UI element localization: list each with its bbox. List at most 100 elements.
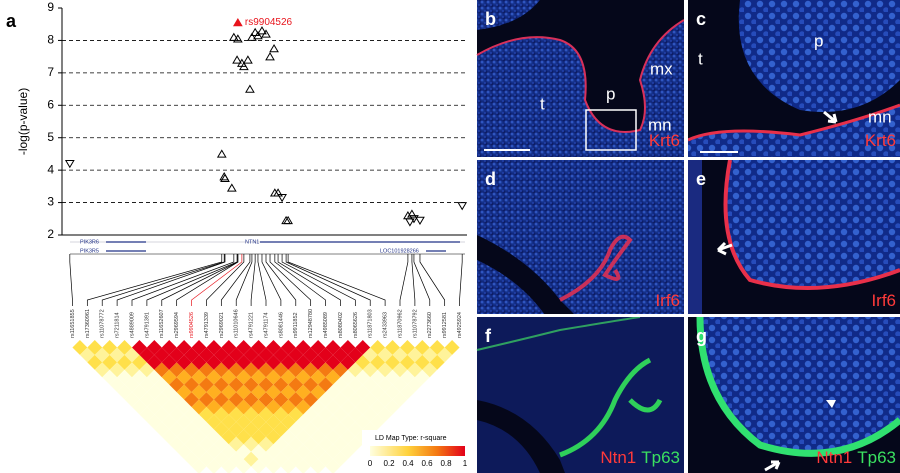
ld-cell [124, 392, 140, 407]
snp-label: rs2969594 [174, 312, 180, 338]
ld-cell [146, 354, 162, 370]
ld-cell [414, 354, 430, 370]
snp-connector [176, 254, 239, 306]
ld-cell [333, 407, 348, 422]
ld-cell [199, 436, 214, 452]
epithelium [559, 234, 633, 302]
ld-cell [139, 392, 155, 407]
ld-cell [184, 451, 199, 467]
snp-label: rs9912581 [442, 312, 448, 338]
ld-cell [347, 407, 363, 422]
epithelium [696, 316, 900, 457]
ld-cell [266, 354, 281, 370]
cavity [477, 0, 684, 132]
cavity [477, 400, 565, 473]
ld-cell [333, 392, 348, 407]
ld-cell [184, 436, 199, 452]
ld-cell [191, 384, 207, 400]
ld-cell [199, 421, 214, 437]
micrograph-e [688, 159, 900, 315]
ld-cell [124, 377, 140, 393]
ld-cell [370, 340, 386, 355]
snp-connector [265, 254, 297, 306]
tissue-label: p [606, 84, 615, 103]
stain-name: Krt6 [649, 131, 680, 150]
snp-label: rs9911852 [293, 312, 299, 338]
snp-label: rs4925924 [457, 312, 463, 338]
ld-cell [191, 459, 207, 473]
snp-label: rs11078772 [100, 309, 106, 338]
ld-cell [117, 340, 132, 355]
epithelium [723, 159, 900, 290]
ld-cell [310, 429, 326, 445]
ld-cell [169, 421, 185, 437]
ld-cell [191, 414, 207, 430]
snp-label: rs8081446 [278, 312, 284, 338]
snp-connector [69, 254, 73, 306]
y-tick-label: 5 [47, 130, 54, 144]
ld-cell [146, 399, 162, 415]
ld-cell [213, 377, 229, 393]
ld-cell [191, 369, 207, 385]
divider [684, 0, 688, 473]
data-point [64, 159, 75, 169]
snp-connector [235, 254, 253, 306]
ld-cell [161, 340, 177, 355]
stain-label: Ntn1 Tp63 [600, 448, 680, 467]
ld-cell [161, 429, 177, 445]
snp-label: rs11078792 [412, 309, 418, 338]
ld-cell [132, 384, 147, 400]
ld-cell [169, 347, 185, 363]
y-tick-label: 8 [47, 33, 54, 47]
ld-cell [280, 414, 296, 430]
ld-cell [184, 392, 199, 407]
snp-connector [131, 254, 235, 306]
snp-connector [411, 254, 416, 306]
ld-cell [206, 414, 222, 430]
stain-name: Ntn1 [600, 448, 636, 467]
ld-cell [310, 399, 326, 415]
inset-box [585, 109, 637, 151]
snp-label: rs8080402 [338, 312, 344, 338]
snp-connector [277, 254, 341, 306]
panel-letter: d [485, 169, 496, 189]
snp-label: rs2433963 [383, 312, 389, 338]
data-point [232, 34, 243, 43]
ld-cell [199, 392, 214, 407]
ld-cell [161, 384, 177, 400]
snp-label: rs11870962 [397, 309, 403, 338]
ld-cell [347, 347, 363, 363]
snp-connector [419, 254, 446, 306]
ld-cell [280, 369, 296, 385]
snp-connector [257, 254, 267, 306]
ld-cell [236, 444, 252, 460]
palate [700, 317, 900, 454]
snp-label: rs17360961 [85, 309, 91, 338]
ld-cell [407, 377, 423, 393]
ld-cell [310, 340, 326, 355]
tissue-label: t [698, 49, 703, 68]
ld-cell [117, 384, 132, 400]
ld-cell [176, 384, 192, 400]
ld-cell [236, 429, 252, 445]
ld-cell [146, 384, 162, 400]
snp-connector [399, 254, 409, 306]
ld-cell [139, 377, 155, 393]
ld-cell [184, 407, 199, 422]
y-tick-label: 9 [47, 0, 54, 14]
arrowhead [826, 400, 836, 408]
data-point [407, 209, 417, 218]
ld-cell [429, 340, 445, 355]
ld-cell [347, 436, 363, 452]
stain-label: Krt6 [649, 131, 680, 150]
ld-cell [295, 354, 311, 370]
snp-connector [285, 254, 371, 306]
ld-cell [132, 340, 147, 355]
snp-connector [274, 254, 326, 306]
stain-name: Tp63 [641, 448, 680, 467]
ld-cell [295, 384, 311, 400]
data-point [250, 27, 261, 37]
data-point [253, 30, 263, 40]
